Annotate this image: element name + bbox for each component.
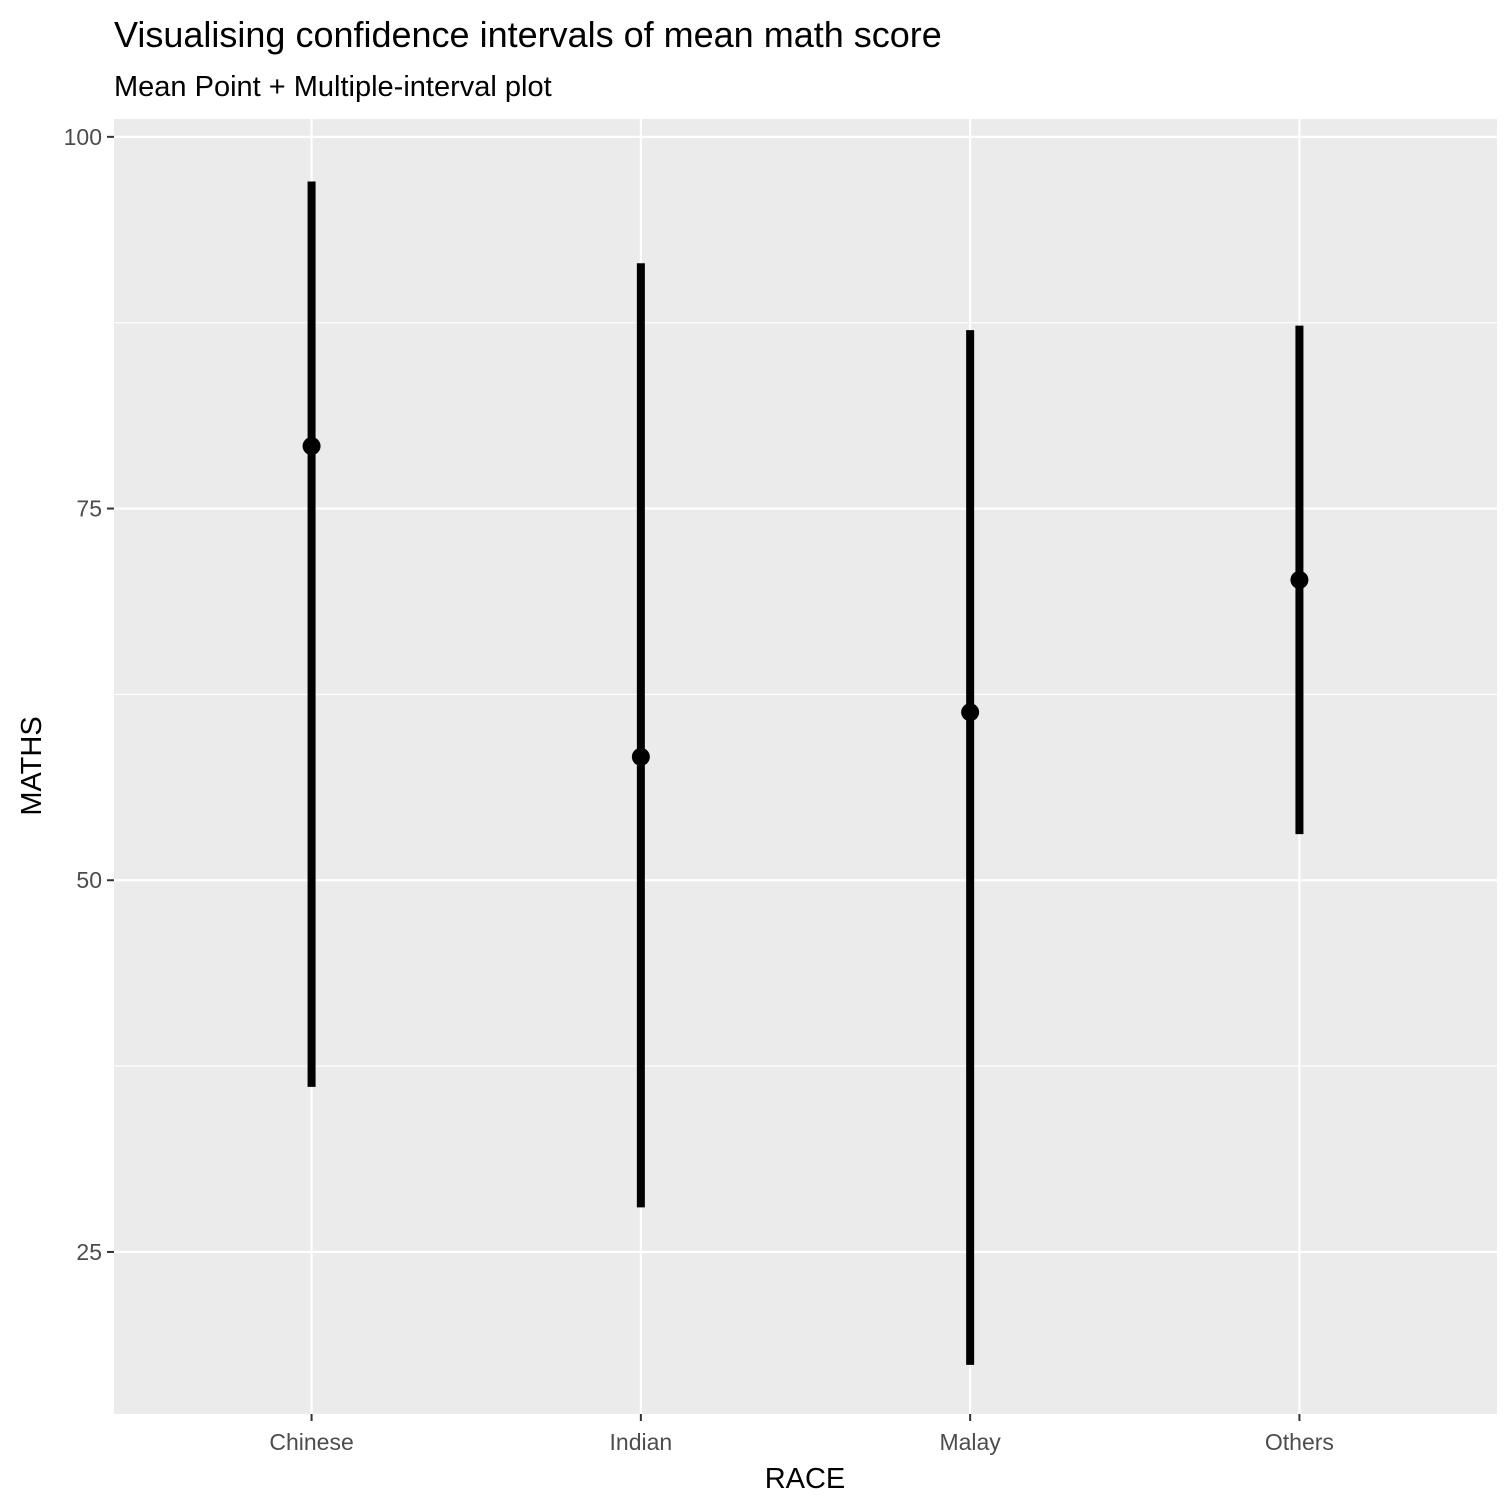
y-axis: 25 50 75 100 [64,124,114,1265]
x-tick-label: Chinese [269,1429,353,1455]
x-axis: Chinese Indian Malay Others [269,1414,1334,1455]
minor-gridlines [114,322,1497,1067]
x-tick-label: Indian [610,1429,673,1455]
mean-point-others [1290,570,1309,589]
x-axis-title: RACE [765,1463,846,1495]
y-tick-label: 25 [76,1239,102,1265]
mean-point-indian [631,747,650,766]
y-tick-label: 100 [64,124,102,150]
chart-title: Visualising confidence intervals of mean… [114,14,942,55]
confidence-intervals [307,181,1304,1365]
y-tick-label: 75 [76,496,102,522]
mean-point-chinese [302,437,321,456]
mean-points [302,437,1309,766]
mean-point-malay [961,703,980,722]
chart-subtitle: Mean Point + Multiple-interval plot [114,71,552,103]
x-tick-label: Malay [939,1429,1001,1455]
x-tick-label: Others [1265,1429,1334,1455]
y-axis-title: MATHS [16,716,48,815]
y-tick-label: 50 [76,867,102,893]
plot-panel [114,119,1497,1414]
